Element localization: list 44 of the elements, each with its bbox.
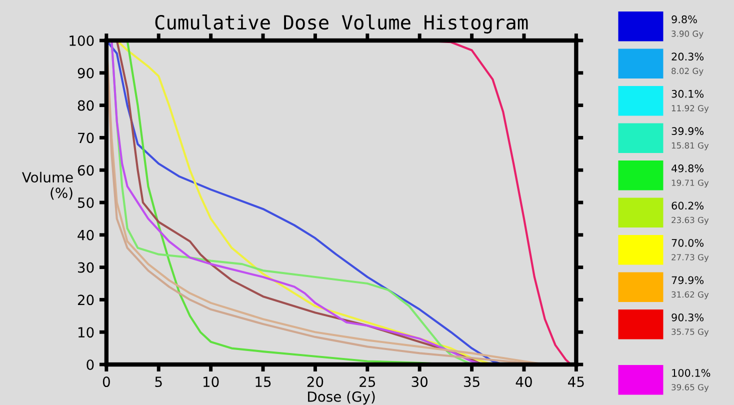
x-tick-label: 40 (516, 376, 532, 388)
x-tick-label: 25 (360, 376, 376, 388)
category-label: 70.0% (672, 238, 704, 247)
text: 8.02 Gy (672, 68, 704, 76)
y-tick-label: 70 (78, 132, 94, 144)
category-label: 49.8% (672, 164, 704, 172)
y-tick-label: 80 (78, 100, 94, 111)
x-tick-label: 15 (256, 376, 271, 388)
y-axis-title: Volume (%) (22, 172, 73, 200)
category-label: 60.2% (672, 202, 704, 210)
text: 35.75 Gy (672, 328, 709, 337)
category-label: 30.1% (672, 90, 704, 98)
chart-title: Cumulative Dose Volume Histogram (155, 14, 528, 34)
y-tick-label: 90 (78, 68, 94, 78)
category-label: 100.1% (672, 368, 710, 377)
y-tick-label: 100 (70, 35, 94, 46)
text: 39.65 Gy (672, 384, 709, 392)
x-tick-label: 5 (155, 376, 162, 388)
y-tick-label: 60 (78, 165, 94, 176)
category-label: 39.9% (672, 127, 704, 136)
y-tick-label: 20 (78, 294, 94, 306)
x-tick-label: 10 (204, 376, 219, 388)
text: 31.62 Gy (672, 291, 709, 300)
text: 19.71 Gy (672, 180, 709, 188)
category-label: 20.3% (672, 52, 704, 61)
y-tick-label: 0 (86, 359, 94, 370)
category-label: 79.9% (672, 276, 704, 284)
y-tick-label: 30 (78, 262, 94, 273)
y-tick-label: 40 (78, 230, 94, 240)
x-tick-label: 45 (568, 376, 584, 388)
x-tick-label: 30 (412, 376, 428, 388)
x-tick-label: 0 (102, 376, 110, 388)
text: 11.92 Gy (672, 105, 709, 113)
x-tick-label: 35 (464, 376, 480, 388)
text: 15.81 Gy (672, 142, 709, 150)
x-tick-label: 20 (307, 376, 324, 388)
y-tick-label: 50 (78, 197, 94, 208)
text: 3.90 Gy (672, 30, 704, 38)
category-label: 90.3% (672, 313, 704, 322)
category-label: 9.8% (672, 15, 697, 24)
text: 27.73 Gy (672, 254, 709, 262)
x-axis-title: Dose (Gy) (308, 391, 375, 405)
y-tick-label: 10 (78, 327, 94, 338)
text: 23.63 Gy (672, 216, 709, 225)
